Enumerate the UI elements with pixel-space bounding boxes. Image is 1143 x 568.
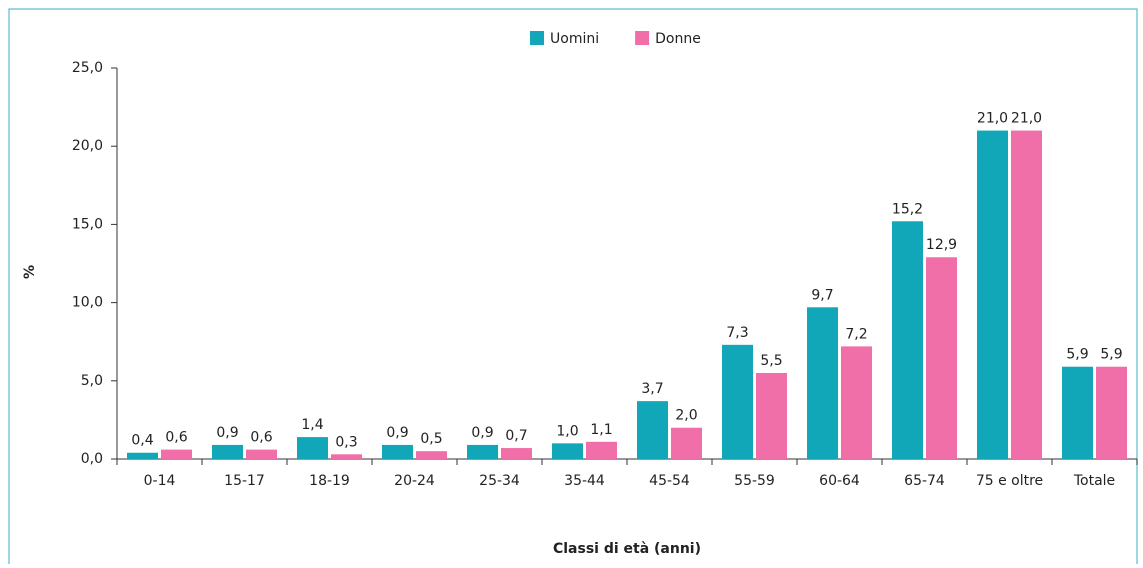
value-label: 2,0 bbox=[675, 408, 697, 424]
value-label: 0,9 bbox=[386, 425, 408, 441]
value-label: 0,4 bbox=[131, 433, 153, 449]
bar bbox=[297, 437, 328, 459]
x-tick-label: 15-17 bbox=[224, 473, 265, 489]
x-tick-label: 55-59 bbox=[734, 473, 775, 489]
bar bbox=[892, 221, 923, 459]
value-label: 9,7 bbox=[811, 287, 833, 303]
value-label: 21,0 bbox=[977, 111, 1008, 127]
value-label: 21,0 bbox=[1011, 111, 1042, 127]
bar bbox=[756, 372, 787, 459]
bar bbox=[467, 444, 498, 459]
bar bbox=[637, 401, 668, 459]
value-label: 0,5 bbox=[420, 431, 442, 447]
frame bbox=[8, 8, 1138, 564]
x-tick-label: 20-24 bbox=[394, 473, 435, 489]
value-label: 5,9 bbox=[1066, 347, 1088, 363]
value-label: 15,2 bbox=[892, 201, 923, 217]
bar bbox=[586, 441, 617, 459]
value-label: 5,9 bbox=[1100, 347, 1122, 363]
legend-label: Donne bbox=[655, 31, 701, 47]
value-label: 1,1 bbox=[590, 422, 612, 438]
bar bbox=[382, 444, 413, 459]
bar bbox=[1011, 130, 1042, 459]
x-tick-label: Totale bbox=[1073, 473, 1115, 489]
value-label: 0,7 bbox=[505, 428, 527, 444]
legend-swatch bbox=[530, 31, 544, 45]
y-tick-label: 5,0 bbox=[81, 373, 103, 389]
bar bbox=[501, 448, 532, 459]
bar bbox=[416, 451, 447, 459]
value-label: 7,3 bbox=[726, 325, 748, 341]
x-tick-label: 35-44 bbox=[564, 473, 605, 489]
value-label: 7,2 bbox=[845, 326, 867, 342]
bar bbox=[1096, 366, 1127, 459]
bar bbox=[807, 307, 838, 459]
value-label: 0,9 bbox=[471, 425, 493, 441]
bar bbox=[552, 443, 583, 459]
value-label: 0,3 bbox=[335, 434, 357, 450]
y-tick-label: 0,0 bbox=[81, 451, 103, 467]
y-tick-label: 25,0 bbox=[72, 60, 103, 76]
bar bbox=[671, 427, 702, 459]
y-tick-label: 15,0 bbox=[72, 216, 103, 232]
bar bbox=[246, 449, 277, 459]
value-label: 0,6 bbox=[250, 430, 272, 446]
value-label: 1,0 bbox=[556, 423, 578, 439]
bar bbox=[161, 449, 192, 459]
legend-label: Uomini bbox=[550, 31, 599, 47]
value-label: 12,9 bbox=[926, 237, 957, 253]
value-label: 0,6 bbox=[165, 430, 187, 446]
x-tick-label: 45-54 bbox=[649, 473, 690, 489]
y-tick-label: 10,0 bbox=[72, 295, 103, 311]
x-tick-label: 65-74 bbox=[904, 473, 945, 489]
y-axis-label: % bbox=[22, 265, 38, 279]
y-tick-label: 20,0 bbox=[72, 138, 103, 154]
bar bbox=[841, 346, 872, 459]
bar bbox=[331, 454, 362, 459]
x-tick-label: 60-64 bbox=[819, 473, 860, 489]
bar bbox=[722, 344, 753, 459]
legend-swatch bbox=[635, 31, 650, 45]
bar bbox=[127, 452, 158, 459]
bar bbox=[926, 257, 957, 459]
value-label: 3,7 bbox=[641, 381, 663, 397]
x-tick-label: 25-34 bbox=[479, 473, 520, 489]
x-tick-label: 0-14 bbox=[144, 473, 176, 489]
bar bbox=[1062, 366, 1093, 459]
bar bbox=[977, 130, 1008, 459]
bar bbox=[212, 444, 243, 459]
x-tick-label: 18-19 bbox=[309, 473, 350, 489]
x-axis-label: Classi di età (anni) bbox=[553, 541, 701, 557]
value-label: 0,9 bbox=[216, 425, 238, 441]
value-label: 5,5 bbox=[760, 353, 782, 369]
x-tick-label: 75 e oltre bbox=[976, 473, 1043, 489]
value-label: 1,4 bbox=[301, 417, 323, 433]
